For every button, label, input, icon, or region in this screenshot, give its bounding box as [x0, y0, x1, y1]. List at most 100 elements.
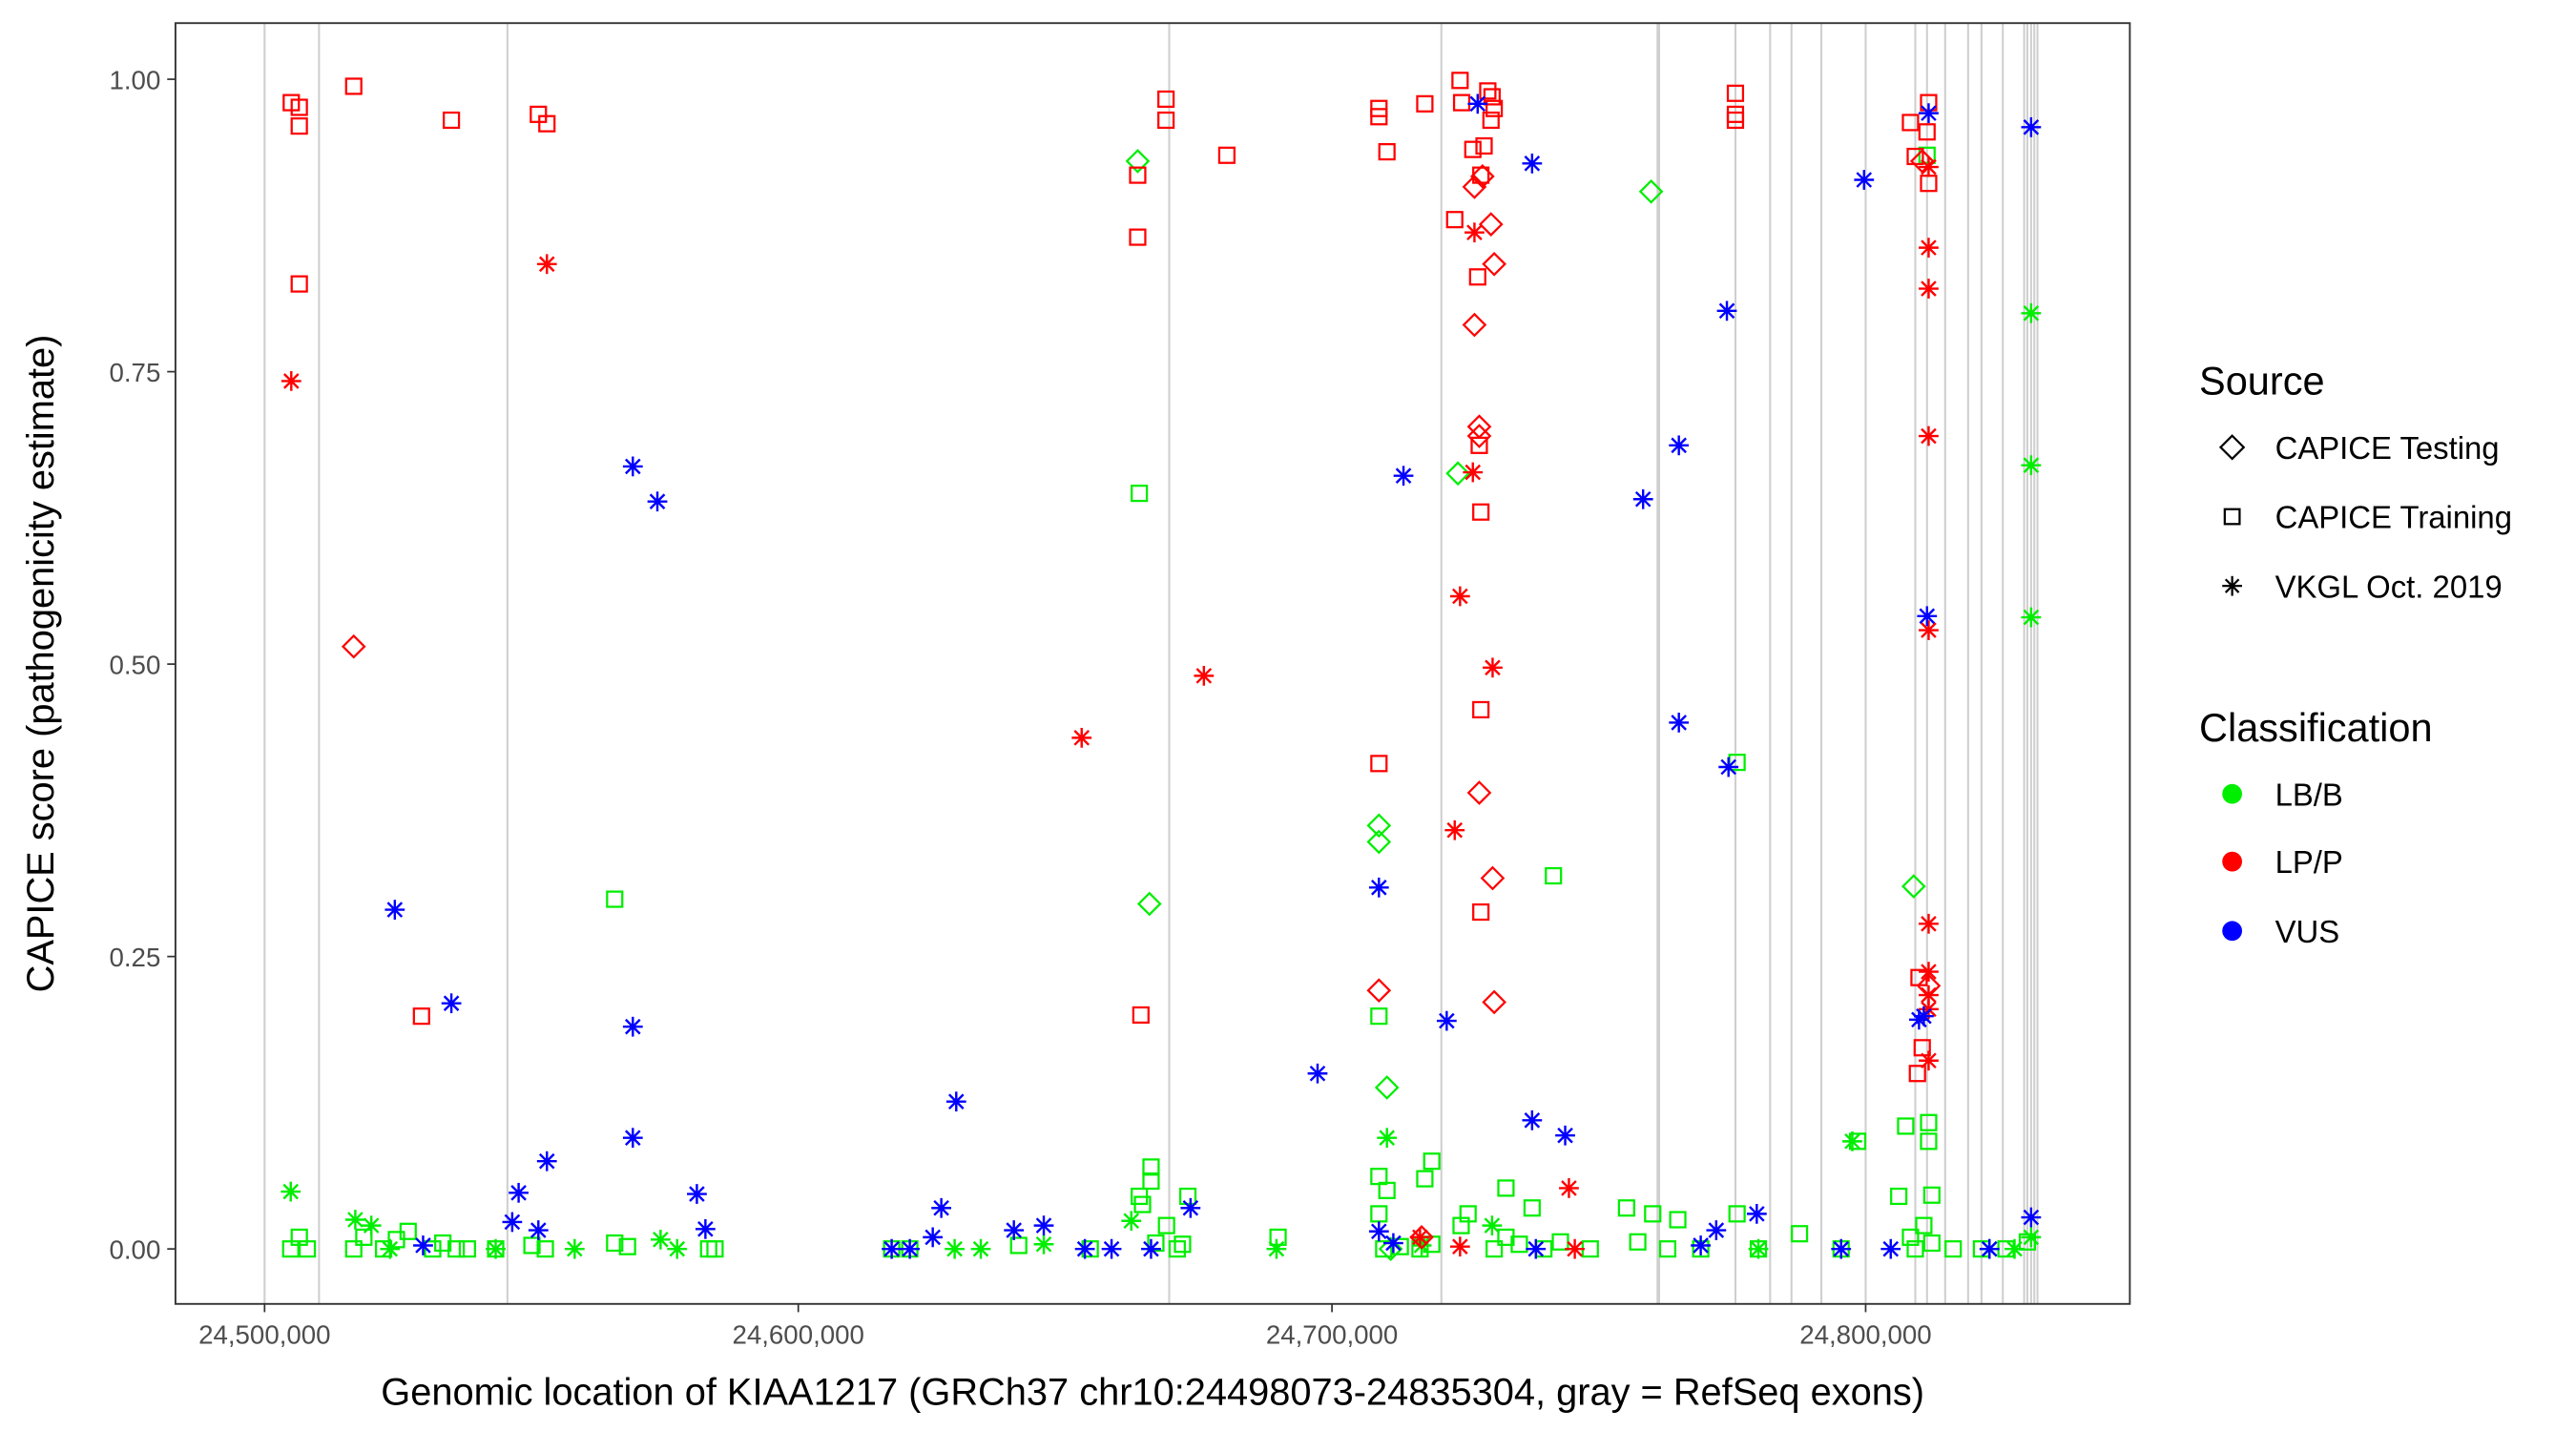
point-training-square [1922, 1186, 1941, 1204]
point-vkgl-asterisk [1074, 1238, 1095, 1259]
point-training-square [1157, 90, 1175, 108]
point-training-square [1378, 1181, 1396, 1199]
point-vkgl-asterisk [622, 1016, 643, 1037]
point-vkgl-asterisk [280, 371, 301, 391]
point-testing-diamond [1462, 175, 1487, 199]
point-training-square [1482, 111, 1500, 130]
legend-classification-title: Classification [2199, 705, 2433, 750]
point-vkgl-asterisk [1482, 1215, 1503, 1236]
point-training-square [706, 1240, 724, 1258]
point-vkgl-asterisk [1368, 1221, 1389, 1242]
point-training-square [1617, 1199, 1635, 1217]
point-training-square [1791, 1225, 1809, 1243]
x-tick-label: 24,700,000 [1266, 1319, 1398, 1349]
x-axis-title: Genomic location of KIAA1217 (GRCh37 chr… [381, 1371, 1924, 1413]
y-tick-label: 0.00 [109, 1235, 160, 1265]
point-training-square [443, 111, 461, 130]
point-training-square [1378, 143, 1396, 161]
point-training-square [1133, 1195, 1152, 1213]
point-training-square [1468, 268, 1486, 286]
point-training-square [1168, 1240, 1186, 1258]
point-vkgl-asterisk [1393, 466, 1414, 487]
y-axis-title: CAPICE score (pathogenicity estimate) [20, 335, 62, 993]
point-testing-diamond [1478, 212, 1504, 237]
point-training-square [1485, 99, 1504, 117]
point-training-square [1658, 1240, 1677, 1258]
point-vkgl-asterisk [667, 1238, 688, 1259]
point-training-square [298, 1240, 317, 1258]
point-training-square [412, 1007, 430, 1026]
point-vkgl-asterisk [564, 1238, 585, 1259]
point-vkgl-asterisk [687, 1184, 707, 1204]
point-training-square [618, 1237, 636, 1255]
point-training-square [1132, 1006, 1150, 1025]
point-training-square [290, 98, 308, 116]
legend: Source CAPICE Testing CAPICE Training VK… [2199, 358, 2512, 948]
point-training-square [1726, 111, 1745, 130]
point-vkgl-asterisk [695, 1218, 716, 1239]
point-vkgl-asterisk [1919, 913, 1939, 934]
point-training-square [536, 1240, 554, 1258]
legend-vus-dot-icon [2222, 921, 2242, 942]
point-vkgl-asterisk [945, 1091, 966, 1112]
y-tick-label: 0.50 [109, 650, 160, 679]
point-training-square [1523, 1199, 1541, 1217]
point-vkgl-asterisk [536, 1151, 557, 1172]
point-training-square [1174, 1235, 1192, 1254]
point-testing-diamond [1136, 891, 1162, 917]
point-vkgl-asterisk [1194, 665, 1215, 686]
point-training-square [1726, 84, 1745, 102]
point-training-square [606, 890, 624, 908]
point-training-square [344, 1240, 363, 1258]
point-testing-diamond [1901, 874, 1926, 899]
x-axis: 24,500,000 24,600,000 24,700,000 24,800,000 [198, 1303, 1932, 1349]
point-training-square [1901, 1228, 1920, 1246]
point-training-square [1147, 1234, 1165, 1253]
point-training-square [1890, 1187, 1908, 1206]
point-vkgl-asterisk [1718, 757, 1739, 778]
point-vkgl-asterisk [380, 1238, 401, 1259]
point-vkgl-asterisk [2005, 1238, 2025, 1259]
point-training-square [1472, 700, 1490, 719]
point-training-square [1918, 123, 1936, 141]
point-training-square [399, 1222, 417, 1240]
legend-item-lpp: LP/P [2275, 844, 2343, 880]
point-vkgl-asterisk [945, 1238, 965, 1259]
point-testing-diamond [1466, 414, 1492, 440]
point-vkgl-asterisk [2021, 455, 2042, 476]
point-vkgl-asterisk [970, 1238, 991, 1259]
point-testing-diamond [1466, 780, 1492, 805]
point-vkgl-asterisk [384, 900, 405, 920]
point-vkgl-asterisk [1559, 1178, 1579, 1198]
point-vkgl-asterisk [1444, 819, 1465, 840]
point-training-square [1669, 1211, 1687, 1229]
point-vkgl-asterisk [1409, 1227, 1430, 1248]
legend-item-lbb: LB/B [2275, 777, 2343, 812]
point-vkgl-asterisk [1854, 170, 1875, 190]
point-training-square [1423, 1152, 1441, 1171]
point-testing-diamond [1409, 1225, 1434, 1250]
point-vkgl-asterisk [2021, 607, 2042, 628]
point-training-square [1452, 93, 1471, 112]
point-training-square [1728, 1205, 1746, 1223]
point-vkgl-asterisk [509, 1182, 529, 1203]
point-vkgl-asterisk [1033, 1215, 1054, 1236]
point-vkgl-asterisk [1669, 435, 1690, 456]
point-vkgl-asterisk [900, 1238, 920, 1259]
point-vkgl-asterisk [1526, 1238, 1547, 1259]
point-testing-diamond [1125, 149, 1151, 174]
point-vkgl-asterisk [1716, 301, 1737, 321]
point-testing-diamond [1462, 312, 1487, 338]
point-training-square [1915, 1216, 1933, 1234]
point-training-square [1451, 72, 1469, 90]
point-vkgl-asterisk [1919, 156, 1939, 177]
point-vkgl-asterisk [622, 1128, 643, 1149]
legend-item-capice-testing: CAPICE Testing [2275, 430, 2500, 466]
point-training-square [1370, 1007, 1388, 1026]
point-training-square [290, 117, 308, 135]
exon-lines [263, 23, 2039, 1304]
point-vkgl-asterisk [1831, 1238, 1852, 1259]
point-training-square [1009, 1236, 1028, 1255]
x-tick-label: 24,800,000 [1799, 1319, 1932, 1349]
